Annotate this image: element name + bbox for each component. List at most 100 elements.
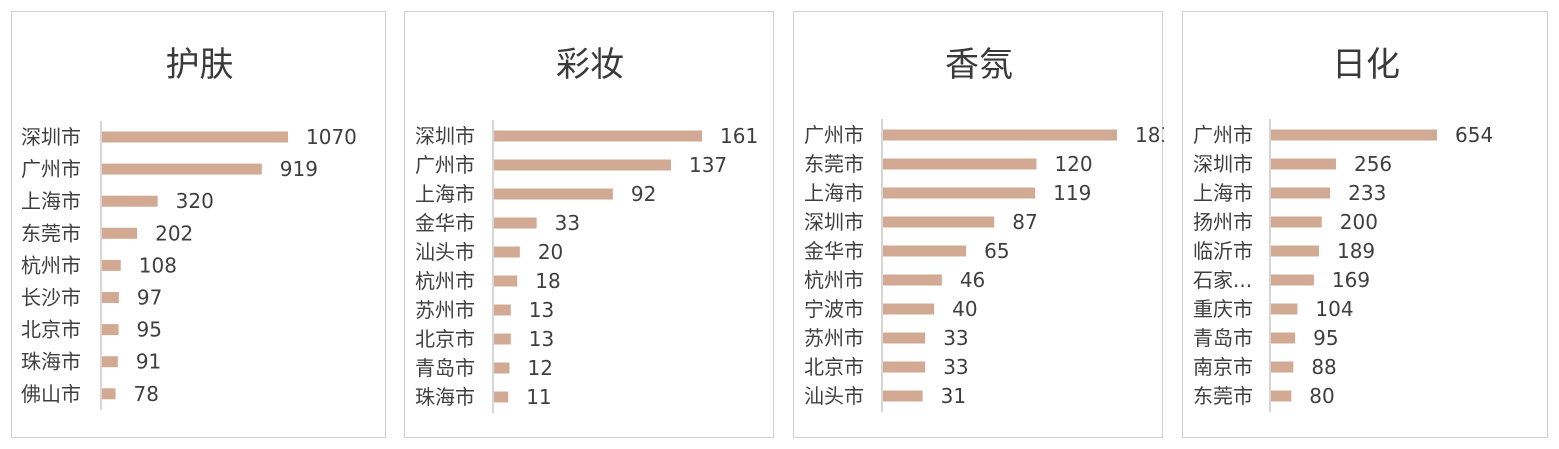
bar bbox=[883, 216, 995, 228]
value-label: 11 bbox=[526, 385, 551, 409]
category-label: 临沂市 bbox=[1193, 239, 1253, 263]
value-label: 33 bbox=[943, 326, 968, 350]
value-label: 189 bbox=[1337, 239, 1375, 263]
bar bbox=[1271, 274, 1314, 286]
value-label: 104 bbox=[1315, 297, 1353, 321]
value-label: 183 bbox=[1135, 123, 1164, 147]
value-label: 137 bbox=[689, 153, 727, 177]
bar bbox=[1271, 303, 1298, 315]
category-label: 杭州市 bbox=[21, 253, 81, 277]
value-label: 97 bbox=[137, 286, 162, 310]
value-label: 654 bbox=[1455, 123, 1493, 147]
category-label: 金华市 bbox=[415, 211, 475, 235]
value-label: 33 bbox=[555, 211, 580, 235]
bar bbox=[494, 130, 702, 142]
chart-panel-daily-chemicals: 日化 广州市 654 深圳市 256 上海市 233 扬州市 200 临沂市 189 石家... 169… bbox=[1182, 11, 1548, 438]
bar bbox=[102, 227, 138, 239]
category-label: 北京市 bbox=[21, 318, 81, 342]
bar bbox=[102, 356, 118, 368]
bar bbox=[883, 332, 926, 344]
category-label: 青岛市 bbox=[1193, 326, 1253, 350]
value-label: 256 bbox=[1354, 152, 1392, 176]
bar bbox=[883, 390, 923, 402]
bar bbox=[883, 303, 935, 315]
category-label: 重庆市 bbox=[1193, 297, 1253, 321]
bar bbox=[1271, 216, 1322, 228]
chart-title: 日化 bbox=[1332, 45, 1400, 85]
bar bbox=[102, 259, 121, 271]
bar bbox=[102, 131, 288, 143]
value-label: 31 bbox=[941, 384, 966, 408]
chart-title: 彩妆 bbox=[556, 45, 624, 85]
value-label: 161 bbox=[720, 124, 758, 148]
bar bbox=[494, 246, 520, 258]
value-label: 108 bbox=[139, 253, 177, 277]
category-label: 上海市 bbox=[1193, 181, 1253, 205]
category-label: 长沙市 bbox=[21, 286, 81, 310]
value-label: 95 bbox=[137, 318, 162, 342]
bar bbox=[1271, 158, 1336, 170]
bar bbox=[1271, 187, 1331, 199]
chart-panel-skincare: 护肤深圳市 1070 广州市 919 上海市 320 东莞市 202 杭州市 108 长沙市 97 北京… bbox=[11, 11, 386, 438]
value-label: 169 bbox=[1332, 268, 1370, 292]
chart-title: 香氛 bbox=[945, 45, 1013, 85]
value-label: 65 bbox=[984, 239, 1009, 263]
bar bbox=[1271, 332, 1296, 344]
value-label: 320 bbox=[176, 189, 214, 213]
bar bbox=[102, 292, 119, 303]
category-label: 珠海市 bbox=[415, 385, 475, 409]
bar bbox=[1271, 390, 1292, 402]
category-label: 广州市 bbox=[804, 123, 864, 147]
value-label: 91 bbox=[136, 350, 161, 374]
bar bbox=[883, 245, 967, 257]
bar bbox=[494, 391, 509, 403]
chart-panel-makeup: 彩妆 深圳市 161 广州市 137 上海市 92 金华市 33 汕头市 20 杭州市 18 苏州市 13 北… bbox=[404, 11, 774, 438]
category-label: 南京市 bbox=[1193, 355, 1253, 379]
value-label: 13 bbox=[529, 298, 554, 322]
category-label: 深圳市 bbox=[21, 125, 81, 149]
bar bbox=[883, 274, 942, 286]
bar bbox=[102, 195, 158, 207]
bar bbox=[1271, 361, 1294, 373]
value-label: 120 bbox=[1054, 152, 1092, 176]
value-label: 1070 bbox=[306, 125, 357, 149]
value-label: 20 bbox=[538, 240, 563, 264]
category-label: 广州市 bbox=[1193, 123, 1253, 147]
category-label: 深圳市 bbox=[415, 124, 475, 148]
value-label: 40 bbox=[952, 297, 977, 321]
bar bbox=[883, 361, 926, 373]
category-label: 宁波市 bbox=[804, 297, 864, 321]
category-label: 汕头市 bbox=[804, 384, 864, 408]
bar bbox=[883, 129, 1117, 141]
value-label: 92 bbox=[631, 182, 656, 206]
category-label: 上海市 bbox=[415, 182, 475, 206]
value-label: 87 bbox=[1012, 210, 1037, 234]
category-label: 苏州市 bbox=[415, 298, 475, 322]
bar bbox=[494, 333, 511, 345]
value-label: 18 bbox=[535, 269, 560, 293]
value-label: 233 bbox=[1348, 181, 1386, 205]
value-label: 80 bbox=[1309, 384, 1334, 408]
value-label: 95 bbox=[1313, 326, 1338, 350]
category-label: 广州市 bbox=[21, 157, 81, 181]
bar bbox=[102, 163, 262, 175]
category-label: 深圳市 bbox=[1193, 152, 1253, 176]
category-label: 青岛市 bbox=[415, 356, 475, 380]
bar bbox=[102, 324, 119, 336]
category-label: 东莞市 bbox=[21, 221, 81, 245]
bar bbox=[494, 275, 518, 287]
value-label: 119 bbox=[1053, 181, 1091, 205]
bar bbox=[102, 388, 116, 400]
category-label: 北京市 bbox=[415, 327, 475, 351]
value-label: 33 bbox=[943, 355, 968, 379]
chart-title: 护肤 bbox=[166, 45, 234, 85]
value-label: 919 bbox=[280, 157, 318, 181]
bar bbox=[883, 187, 1036, 199]
category-label: 深圳市 bbox=[804, 210, 864, 234]
category-label: 金华市 bbox=[804, 239, 864, 263]
value-label: 202 bbox=[155, 221, 193, 245]
category-label: 上海市 bbox=[21, 189, 81, 213]
